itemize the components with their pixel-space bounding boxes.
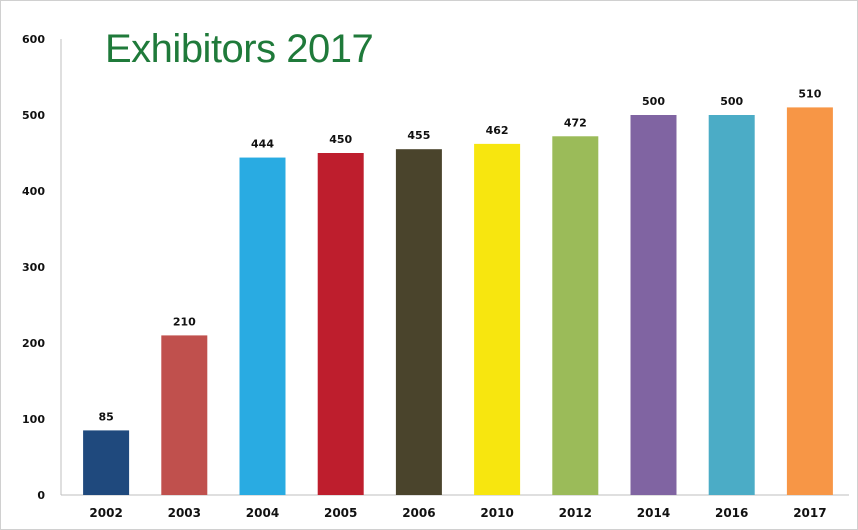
- x-tick-label: 2012: [559, 506, 592, 520]
- x-tick-label: 2014: [637, 506, 670, 520]
- data-label: 500: [642, 95, 665, 108]
- chart-title: Exhibitors 2017: [105, 27, 374, 71]
- y-axis-ticks: 0 100 200 300 400 500 600: [22, 33, 45, 502]
- data-label: 510: [798, 87, 821, 100]
- y-tick-label: 200: [22, 337, 45, 350]
- bar-2002: [83, 430, 130, 495]
- bar-2017: [786, 107, 833, 496]
- y-tick-label: 600: [22, 33, 45, 46]
- x-tick-label: 2016: [715, 506, 748, 520]
- data-label: 472: [564, 116, 587, 129]
- data-label: 450: [329, 133, 352, 146]
- x-tick-label: 2003: [168, 506, 201, 520]
- x-tick-label: 2002: [89, 506, 122, 520]
- y-tick-label: 100: [22, 413, 45, 426]
- x-tick-label: 2017: [793, 506, 826, 520]
- y-tick-label: 500: [22, 109, 45, 122]
- bars-group: [83, 107, 833, 496]
- bar-2014: [630, 115, 677, 495]
- bar-2012: [552, 136, 599, 495]
- data-label: 462: [486, 124, 509, 137]
- bar-2003: [161, 335, 208, 495]
- bar-2016: [708, 115, 755, 495]
- y-tick-label: 300: [22, 261, 45, 274]
- data-label: 500: [720, 95, 743, 108]
- x-tick-label: 2005: [324, 506, 357, 520]
- data-labels-group: 85 210 444 450 455 462 472 500 500 510: [98, 87, 821, 423]
- data-label: 210: [173, 315, 196, 328]
- bar-2010: [474, 143, 521, 495]
- x-tick-label: 2006: [402, 506, 435, 520]
- y-tick-label: 400: [22, 185, 45, 198]
- bar-2006: [395, 149, 442, 495]
- bar-2005: [317, 153, 364, 495]
- y-tick-label: 0: [37, 489, 45, 502]
- data-label: 85: [98, 410, 113, 423]
- x-tick-label: 2010: [480, 506, 513, 520]
- data-label: 455: [407, 129, 430, 142]
- x-tick-label: 2004: [246, 506, 279, 520]
- data-label: 444: [251, 138, 274, 151]
- x-axis-labels: 2002 2003 2004 2005 2006 2010 2012 2014 2016 2017: [89, 506, 826, 520]
- bar-2004: [239, 157, 286, 495]
